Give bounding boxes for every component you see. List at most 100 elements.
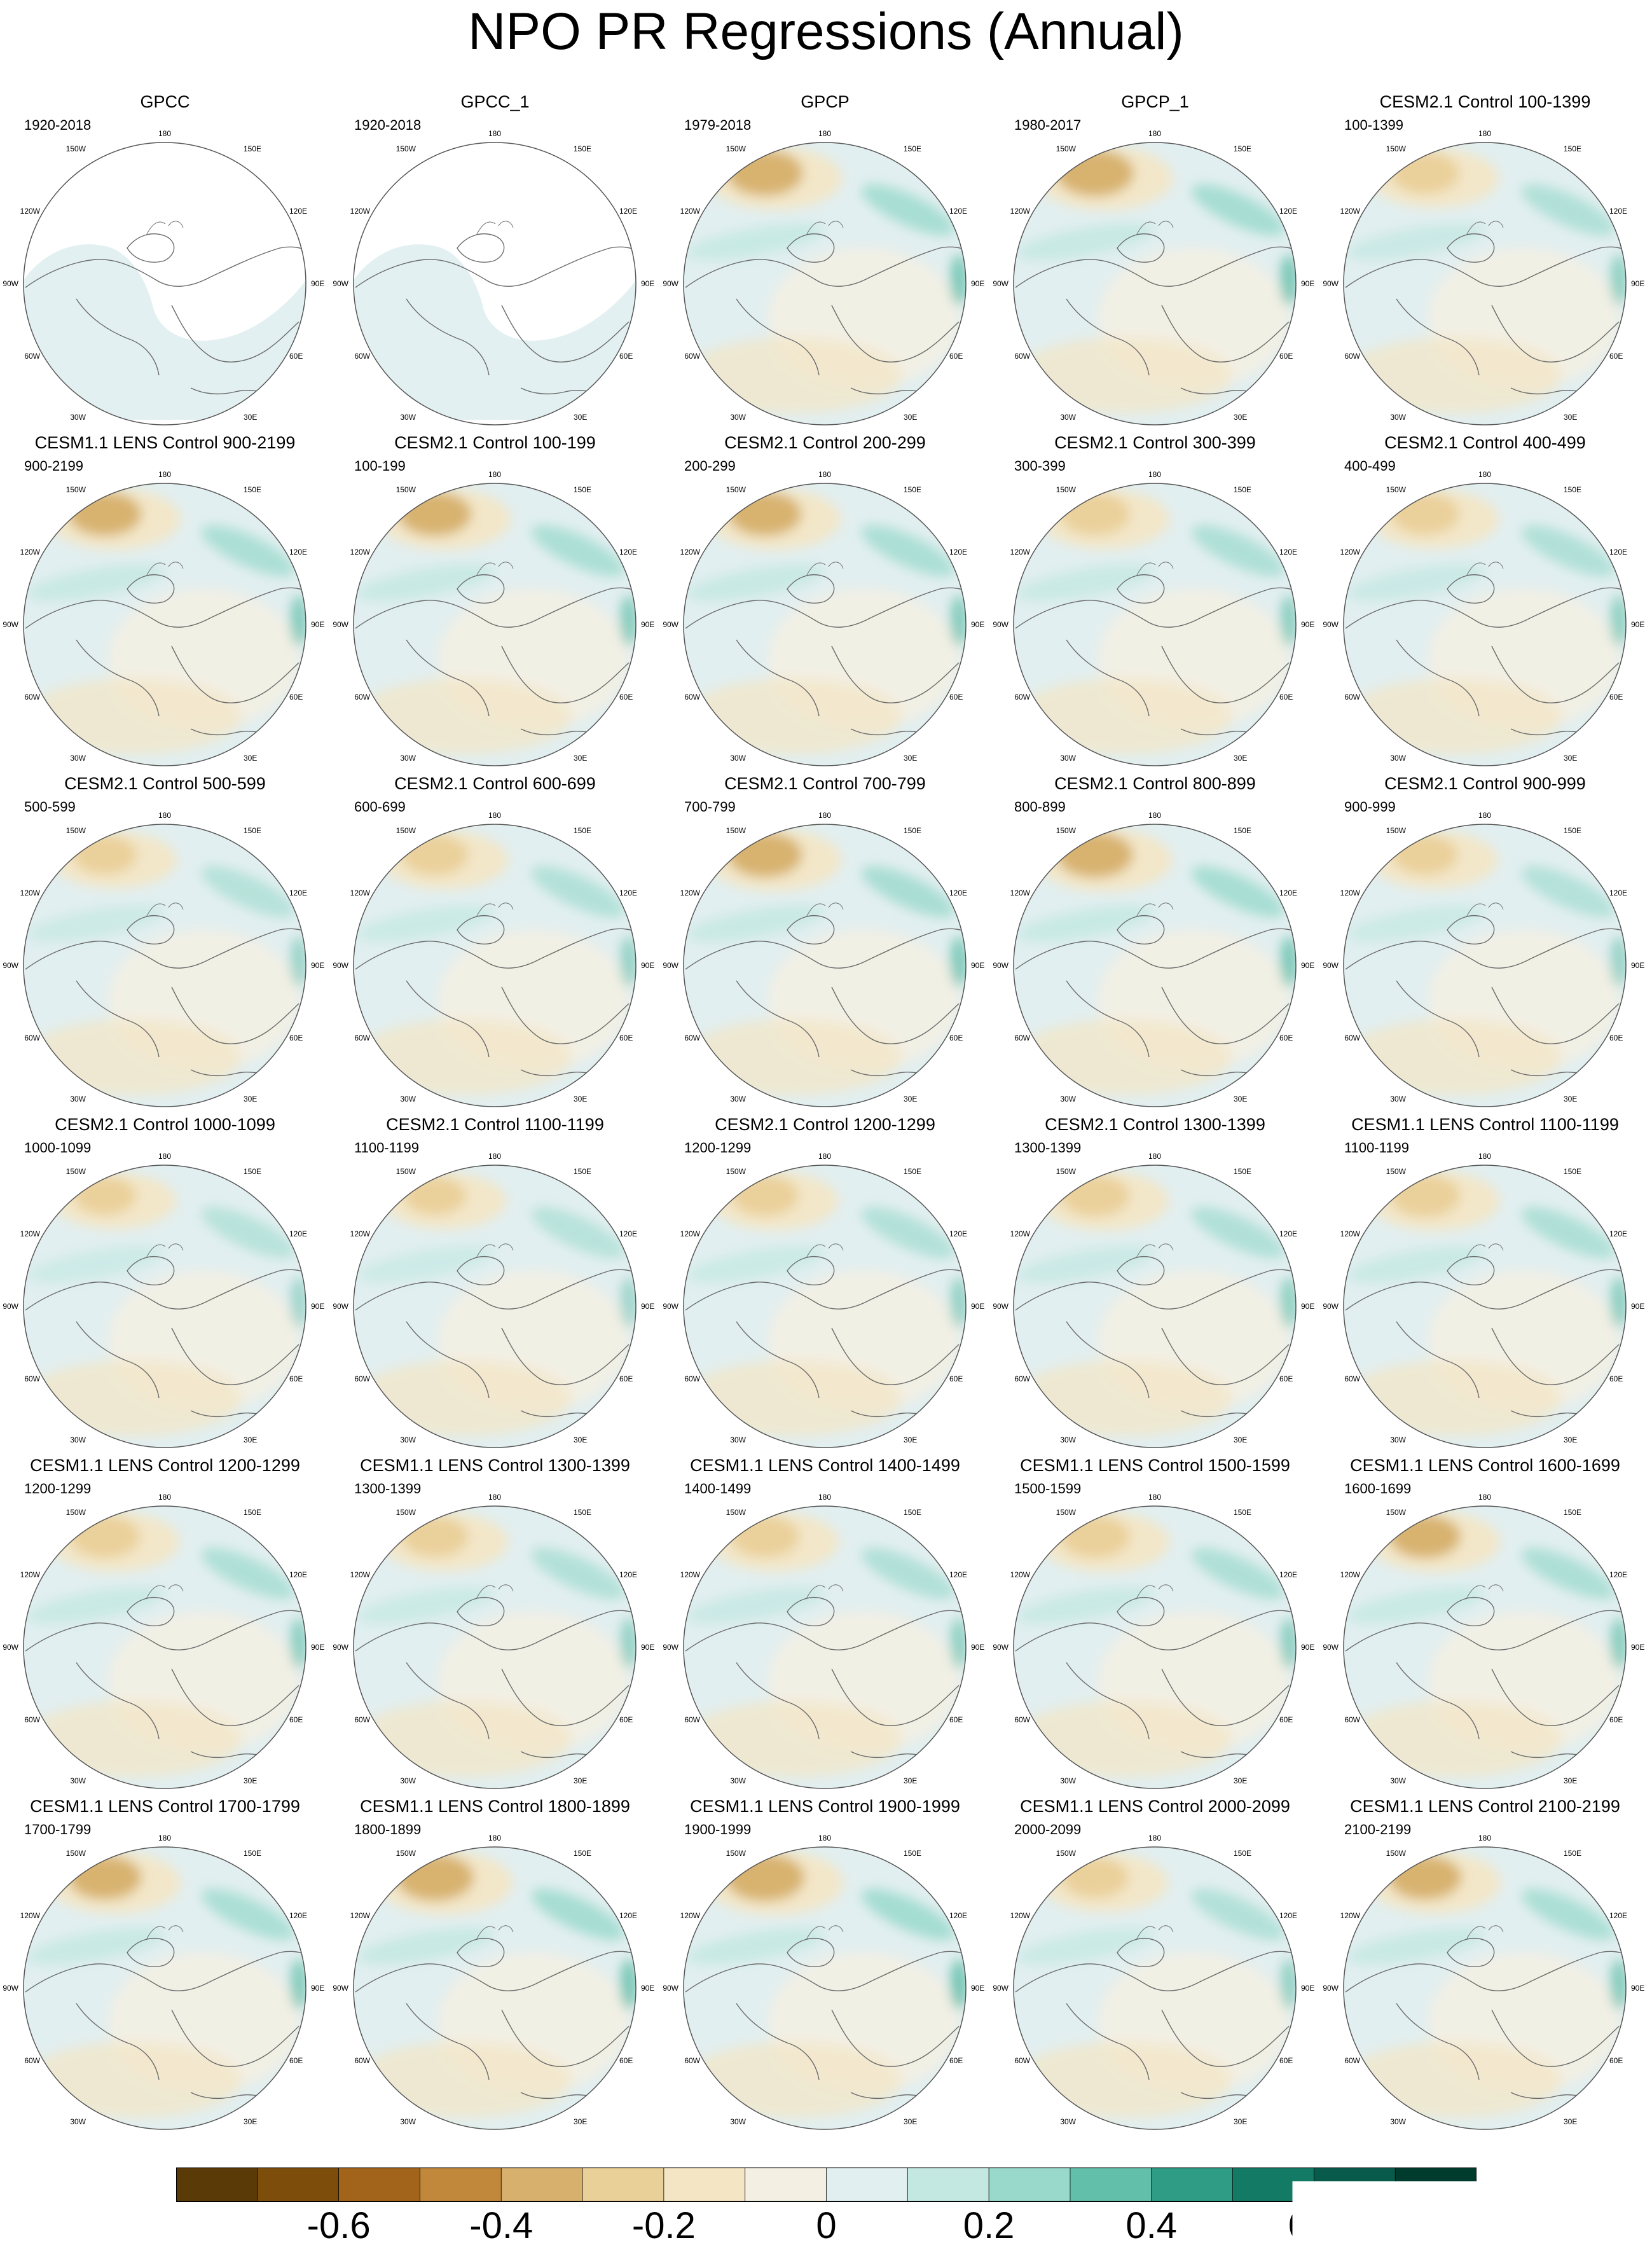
lon-label: 180 bbox=[488, 1834, 501, 1843]
map-panel: CESM2.1 Control 1100-1199 180 150E 150W 120E… bbox=[330, 1112, 660, 1453]
lon-label: 30W bbox=[400, 1435, 416, 1444]
lon-label: 150W bbox=[1386, 485, 1407, 494]
lon-label: 30E bbox=[574, 413, 587, 422]
lon-label: 150E bbox=[1564, 485, 1581, 494]
lon-label: 30W bbox=[1060, 2117, 1076, 2126]
lon-label: 60W bbox=[1344, 1374, 1360, 1383]
lon-label: 150E bbox=[1564, 1167, 1581, 1176]
lon-label: 30W bbox=[1390, 754, 1406, 763]
lon-label: 150W bbox=[396, 144, 416, 153]
lon-label: 150W bbox=[1386, 1167, 1407, 1176]
lon-label: 180 bbox=[488, 811, 501, 820]
lon-label: 60W bbox=[1344, 352, 1360, 361]
lon-label: 120E bbox=[619, 1229, 637, 1238]
lon-label: 60E bbox=[619, 1715, 633, 1724]
map-panel: CESM1.1 LENS Control 1900-1999 180 150E 150… bbox=[660, 1794, 990, 2134]
map-panel: GPCP_1 180 150E 150W 120E 120W 90E 90W 60E 60W 30E… bbox=[990, 89, 1320, 430]
lon-label: 180 bbox=[1478, 1493, 1491, 1502]
lon-label: 30W bbox=[400, 2117, 416, 2126]
lon-label: 120E bbox=[949, 1229, 967, 1238]
lon-label: 120W bbox=[1340, 207, 1361, 216]
lon-label: 90E bbox=[971, 1302, 984, 1311]
polar-map: 180 150E 150W 120E 120W 90E 90W 60E 60W 30E 30W 0 bbox=[660, 1112, 990, 1453]
lon-label: 150W bbox=[726, 1508, 747, 1517]
lon-label: 120E bbox=[1279, 1570, 1297, 1579]
colorbar-swatch bbox=[1152, 2167, 1233, 2202]
lon-label: 60W bbox=[1014, 1715, 1030, 1724]
lon-label: 180 bbox=[818, 1152, 831, 1161]
lon-label: 30W bbox=[730, 754, 746, 763]
lon-label: 60W bbox=[684, 2056, 700, 2065]
lon-label: 180 bbox=[818, 1834, 831, 1843]
lon-label: 60E bbox=[1279, 1034, 1293, 1042]
map-panel: GPCC 180 150E 150W 120E 120W 90E 90W 60E 60W 30E 30… bbox=[0, 89, 330, 430]
lon-label: 30W bbox=[70, 754, 86, 763]
lon-label: 120W bbox=[1010, 207, 1031, 216]
polar-map: 180 150E 150W 120E 120W 90E 90W 60E 60W 30E 30W 0 bbox=[990, 1112, 1320, 1453]
map-panel: CESM2.1 Control 500-599 180 150E 150W 120E 12… bbox=[0, 771, 330, 1112]
lon-label: 150E bbox=[574, 1508, 591, 1517]
polar-map: 180 150E 150W 120E 120W 90E 90W 60E 60W 30E 30W 0 bbox=[990, 1794, 1320, 2134]
lon-label: 150W bbox=[1056, 485, 1077, 494]
lon-label: 90E bbox=[971, 1984, 984, 1993]
lon-label: 90W bbox=[1323, 1302, 1339, 1311]
panel-period: 1100-1199 bbox=[1344, 1140, 1409, 1156]
lon-label: 120W bbox=[1010, 888, 1031, 897]
lon-label: 120E bbox=[1279, 1229, 1297, 1238]
lon-label: 30E bbox=[1234, 1095, 1247, 1103]
lon-label: 180 bbox=[1478, 1834, 1491, 1843]
lon-label: 90W bbox=[3, 279, 18, 288]
lon-label: 30E bbox=[1564, 1095, 1577, 1103]
lon-label: 30E bbox=[244, 413, 257, 422]
lon-label: 90E bbox=[1301, 620, 1314, 629]
lon-label: 120E bbox=[949, 207, 967, 216]
lon-label: 120E bbox=[1609, 1570, 1627, 1579]
lon-label: 150W bbox=[1056, 826, 1077, 835]
panel-period: 1200-1299 bbox=[24, 1481, 91, 1497]
lon-label: 90E bbox=[311, 1984, 324, 1993]
colorbar-swatch bbox=[501, 2167, 582, 2202]
polar-map: 180 150E 150W 120E 120W 90E 90W 60E 60W 30E 30W 0 bbox=[330, 430, 660, 771]
lon-label: 90E bbox=[641, 961, 654, 970]
lon-label: 30E bbox=[1564, 413, 1577, 422]
lon-label: 30W bbox=[70, 1095, 86, 1103]
lon-label: 150E bbox=[244, 485, 261, 494]
lon-label: 30W bbox=[400, 1776, 416, 1785]
lon-label: 90E bbox=[971, 1643, 984, 1652]
lon-label: 150E bbox=[1234, 144, 1251, 153]
lon-label: 60E bbox=[1609, 352, 1623, 361]
lon-label: 120W bbox=[1010, 1229, 1031, 1238]
panel-period: 2000-2099 bbox=[1014, 1822, 1081, 1838]
colorbar-swatch bbox=[176, 2167, 258, 2202]
lon-label: 60E bbox=[949, 352, 963, 361]
lon-label: 150W bbox=[726, 1167, 747, 1176]
lon-label: 150E bbox=[1564, 1508, 1581, 1517]
lon-label: 30W bbox=[730, 413, 746, 422]
lon-label: 150E bbox=[574, 144, 591, 153]
map-panel: CESM2.1 Control 900-999 180 150E 150W 120E 12… bbox=[1320, 771, 1650, 1112]
lon-label: 90E bbox=[971, 961, 984, 970]
lon-label: 30E bbox=[244, 1776, 257, 1785]
polar-map: 180 150E 150W 120E 120W 90E 90W 60E 60W 30E 30W 0 bbox=[0, 430, 330, 771]
colorbar-swatch bbox=[907, 2167, 989, 2202]
polar-map: 180 150E 150W 120E 120W 90E 90W 60E 60W 30E 30W 0 bbox=[660, 430, 990, 771]
lon-label: 120W bbox=[20, 1570, 41, 1579]
lon-label: 60W bbox=[354, 1374, 370, 1383]
lon-label: 180 bbox=[158, 470, 171, 479]
lon-label: 30W bbox=[1390, 413, 1406, 422]
lon-label: 150W bbox=[66, 485, 86, 494]
lon-label: 90E bbox=[1631, 1984, 1644, 1993]
lon-label: 30E bbox=[244, 1095, 257, 1103]
colorbar-swatch bbox=[339, 2167, 420, 2202]
colorbar-swatch bbox=[664, 2167, 745, 2202]
lon-label: 90E bbox=[641, 620, 654, 629]
lon-label: 30E bbox=[904, 2117, 917, 2126]
lon-label: 120W bbox=[350, 888, 371, 897]
lon-label: 150W bbox=[396, 485, 416, 494]
map-panel: CESM1.1 LENS Control 2000-2099 180 150E 150… bbox=[990, 1794, 1320, 2134]
lon-label: 30E bbox=[1564, 2117, 1577, 2126]
lon-label: 90W bbox=[333, 1643, 348, 1652]
lon-label: 180 bbox=[1148, 1152, 1161, 1161]
lon-label: 30W bbox=[730, 2117, 746, 2126]
lon-label: 90W bbox=[3, 1984, 18, 1993]
